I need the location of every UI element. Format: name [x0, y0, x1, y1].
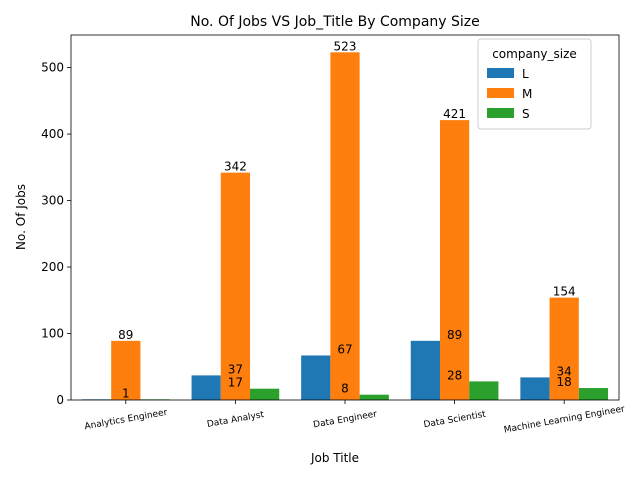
bar-S-2 [359, 394, 389, 400]
x-tick-label-4: Machine Learning Engineer [503, 404, 626, 435]
chart-title: No. Of Jobs VS Job_Title By Company Size [190, 14, 480, 30]
data-label-S-1: 17 [228, 376, 243, 390]
data-label-L-3: 89 [447, 328, 462, 342]
bar-S-4 [578, 388, 609, 400]
bar-L-2 [301, 355, 331, 400]
bar-S-1 [250, 388, 280, 400]
y-tick-label-5: 500 [41, 61, 64, 75]
data-label-M-0: 89 [118, 328, 133, 342]
legend-swatch-S [487, 108, 514, 118]
data-label-M-2: 523 [334, 39, 357, 53]
bar-L-4 [520, 377, 550, 400]
bar-M-2 [330, 52, 360, 400]
bar-L-3 [410, 340, 440, 400]
data-labels-layer: 1 37 67 89 34 89 342 523 421 154 17 8 28 18 [118, 39, 575, 400]
y-axis-label: No. Of Jobs [14, 184, 28, 250]
bar-M-4 [549, 297, 579, 400]
legend-label-L: L [522, 67, 529, 81]
y-tick-label-4: 400 [41, 127, 64, 141]
data-label-L-2: 67 [337, 342, 352, 356]
x-tick-label-3: Data Scientist [423, 410, 487, 431]
data-label-M-3: 421 [443, 107, 466, 121]
legend-label-S: S [522, 107, 530, 121]
data-label-S-3: 28 [447, 368, 462, 382]
y-tick-label-1: 100 [41, 327, 64, 341]
legend-title: company_size [492, 47, 577, 61]
legend-swatch-M [487, 88, 514, 98]
data-label-S-2: 8 [341, 382, 349, 396]
data-label-M-1: 342 [224, 160, 247, 174]
y-tick-label-2: 200 [41, 260, 64, 274]
bar-S-3 [469, 381, 499, 400]
data-label-S-4: 18 [557, 375, 572, 389]
bar-M-0 [111, 340, 141, 400]
bar-M-1 [220, 172, 251, 400]
bar-L-1 [191, 375, 221, 400]
bars-layer [81, 52, 609, 400]
data-label-L-4: 34 [557, 364, 572, 378]
y-tick-label-3: 300 [41, 194, 64, 208]
x-tick-label-1: Data Analyst [206, 410, 265, 430]
data-label-M-4: 154 [553, 285, 576, 299]
y-tick-label-0: 0 [56, 393, 64, 407]
x-tick-label-2: Data Engineer [313, 409, 378, 430]
legend-swatch-L [487, 68, 514, 78]
x-tick-label-0: Analytics Engineer [84, 408, 169, 432]
data-label-L-1: 37 [228, 362, 243, 376]
legend-frame [477, 38, 592, 130]
bar-M-3 [439, 120, 470, 400]
legend: company_size LMS [477, 38, 592, 130]
legend-items: LMS [487, 67, 532, 121]
legend-label-M: M [522, 87, 532, 101]
data-label-L-0: 1 [122, 386, 130, 400]
x-axis-label: Job Title [310, 451, 359, 465]
